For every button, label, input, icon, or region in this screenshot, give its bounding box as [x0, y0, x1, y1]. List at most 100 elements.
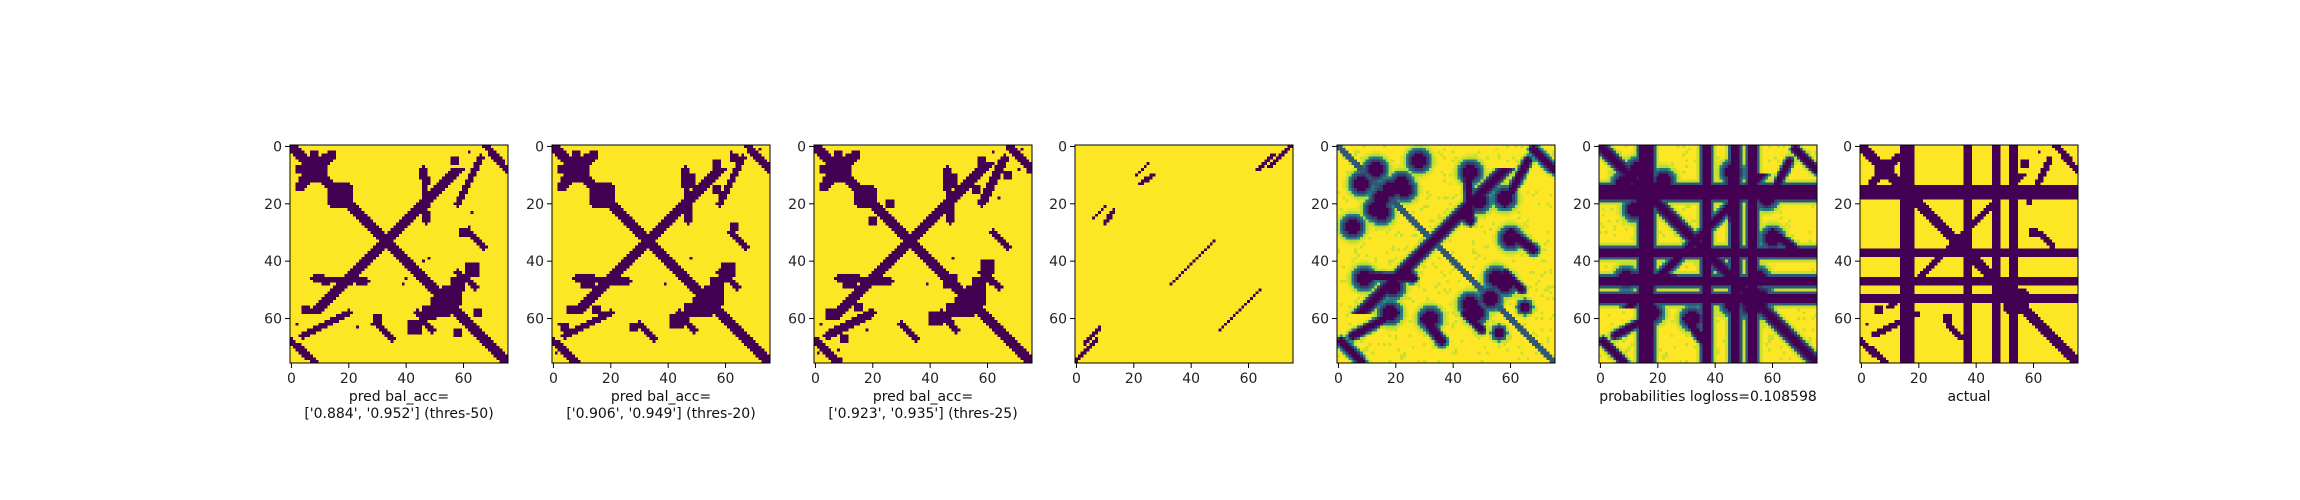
heatmap-cell-run: [1414, 185, 1418, 189]
heatmap-cell-run: [1497, 182, 1501, 186]
heatmap-cell-run: [583, 153, 599, 157]
heatmap-cell-run: [1394, 262, 1398, 266]
heatmap-cell-run: [430, 182, 437, 186]
heatmap-cell-run: [1517, 182, 1521, 186]
heatmap-cell-run: [1371, 182, 1384, 186]
heatmap-cell-run: [1463, 317, 1467, 321]
heatmap-cell-run: [1425, 297, 1430, 301]
heatmap-cell-run: [467, 314, 474, 318]
heatmap-cell-run: [1075, 299, 1248, 304]
heatmap-cell-run: [877, 196, 947, 200]
heatmap-cell-run: [721, 205, 771, 209]
heatmap-cell-run: [1075, 322, 1225, 327]
heatmap-cell-run: [1523, 173, 1527, 177]
heatmap-cell-run: [1552, 328, 1556, 332]
heatmap-cell-run: [1371, 176, 1381, 180]
heatmap-cell-run: [1497, 319, 1501, 324]
heatmap-cell-run: [712, 165, 722, 169]
heatmap-cell-run: [1414, 242, 1418, 246]
heatmap-cell-run: [1351, 279, 1355, 284]
heatmap-cell-run: [1460, 299, 1464, 304]
heatmap-cell-run: [1408, 317, 1412, 321]
heatmap-cell-run: [580, 150, 590, 155]
heatmap-cell-run: [1517, 216, 1521, 220]
heatmap-cell-run: [1371, 156, 1381, 160]
heatmap-cell-run: [552, 268, 613, 272]
heatmap-cell-run: [1417, 259, 1421, 264]
heatmap-cell-run: [493, 147, 509, 152]
heatmap-cell-run: [1529, 248, 1539, 252]
heatmap-cell-run: [1500, 345, 1519, 350]
heatmap-cell-run: [1374, 219, 1378, 223]
heatmap-cell-run: [755, 147, 759, 152]
heatmap-cell-run: [1400, 265, 1404, 269]
heatmap-cell-run: [290, 173, 302, 177]
heatmap-cell-run: [1249, 299, 1294, 304]
heatmap-cell-run: [1526, 314, 1530, 318]
heatmap-cell-run: [421, 259, 426, 264]
heatmap-cell-run: [1503, 233, 1521, 238]
heatmap-cell-run: [1610, 145, 1614, 149]
heatmap-cell-run: [1463, 340, 1490, 344]
heatmap-cell-run: [1500, 190, 1516, 195]
heatmap-cell-run: [407, 325, 423, 329]
heatmap-cell-run: [1400, 322, 1404, 327]
heatmap-cell-run: [1480, 182, 1484, 186]
heatmap-cell-run: [767, 170, 771, 175]
heatmap-cell-run: [464, 193, 509, 198]
heatmap-cell-run: [724, 322, 739, 327]
heatmap-cell-run: [649, 248, 665, 252]
heatmap-cell-run: [1483, 208, 1487, 212]
heatmap-cell-run: [552, 345, 556, 350]
heatmap-cell-run: [1348, 176, 1352, 180]
heatmap-cell-run: [1337, 297, 1358, 301]
heatmap-cell-run: [1446, 216, 1450, 220]
heatmap-cell-run: [376, 242, 397, 246]
heatmap-cell-run: [1362, 334, 1367, 338]
heatmap-cell-run: [1365, 337, 1395, 341]
heatmap-cell-run: [1411, 297, 1427, 301]
heatmap-cell-run: [1382, 185, 1412, 189]
heatmap-cell-run: [1351, 173, 1355, 177]
heatmap-cell-run: [735, 274, 771, 278]
heatmap-cell-run: [1639, 145, 1654, 149]
heatmap-cell-run: [554, 337, 564, 341]
heatmap-cell-run: [1451, 216, 1473, 220]
heatmap-cell-run: [569, 348, 751, 352]
heatmap-cell-run: [1457, 305, 1461, 309]
heatmap-cell-run: [1400, 291, 1404, 295]
heatmap-cell-run: [358, 205, 414, 209]
heatmap-cell-run: [566, 345, 748, 350]
heatmap-cell-run: [1382, 167, 1387, 172]
heatmap-cell-run: [986, 308, 1033, 312]
heatmap-cell-run: [1523, 193, 1533, 198]
heatmap-cell-run: [1431, 173, 1444, 177]
heatmap-cell-run: [1633, 153, 1637, 157]
heatmap-cell-run: [1451, 340, 1461, 344]
heatmap-cell-run: [387, 337, 397, 341]
heatmap-cell-run: [327, 167, 420, 172]
heatmap-cell-run: [1460, 162, 1464, 166]
heatmap-cell-run: [552, 342, 564, 347]
heatmap-cell-run: [1354, 360, 1358, 364]
heatmap-cell-run: [1423, 150, 1427, 155]
heatmap-cell-run: [1365, 156, 1369, 160]
heatmap-cell-run: [427, 328, 437, 332]
heatmap-cell-run: [1417, 182, 1421, 186]
heatmap-cell-run: [595, 159, 714, 163]
heatmap-cell-run: [1460, 302, 1464, 307]
heatmap-cell-run: [1463, 308, 1467, 312]
heatmap-cell-run: [1337, 236, 1341, 241]
heatmap-cell-run: [1523, 334, 1533, 338]
heatmap-cell-run: [1371, 236, 1421, 241]
heatmap-cell-run: [1454, 325, 1464, 329]
heatmap-cell-run: [1380, 159, 1384, 163]
heatmap-cell-run: [1374, 308, 1378, 312]
heatmap-cell-run: [552, 282, 582, 286]
heatmap-cell-run: [295, 182, 311, 186]
heatmap-cell-run: [1494, 242, 1499, 246]
heatmap-cell-run: [1748, 153, 1758, 157]
heatmap-cell-run: [1471, 322, 1481, 327]
heatmap-cell-run: [1075, 334, 1090, 338]
heatmap-cell-run: [1425, 162, 1430, 166]
